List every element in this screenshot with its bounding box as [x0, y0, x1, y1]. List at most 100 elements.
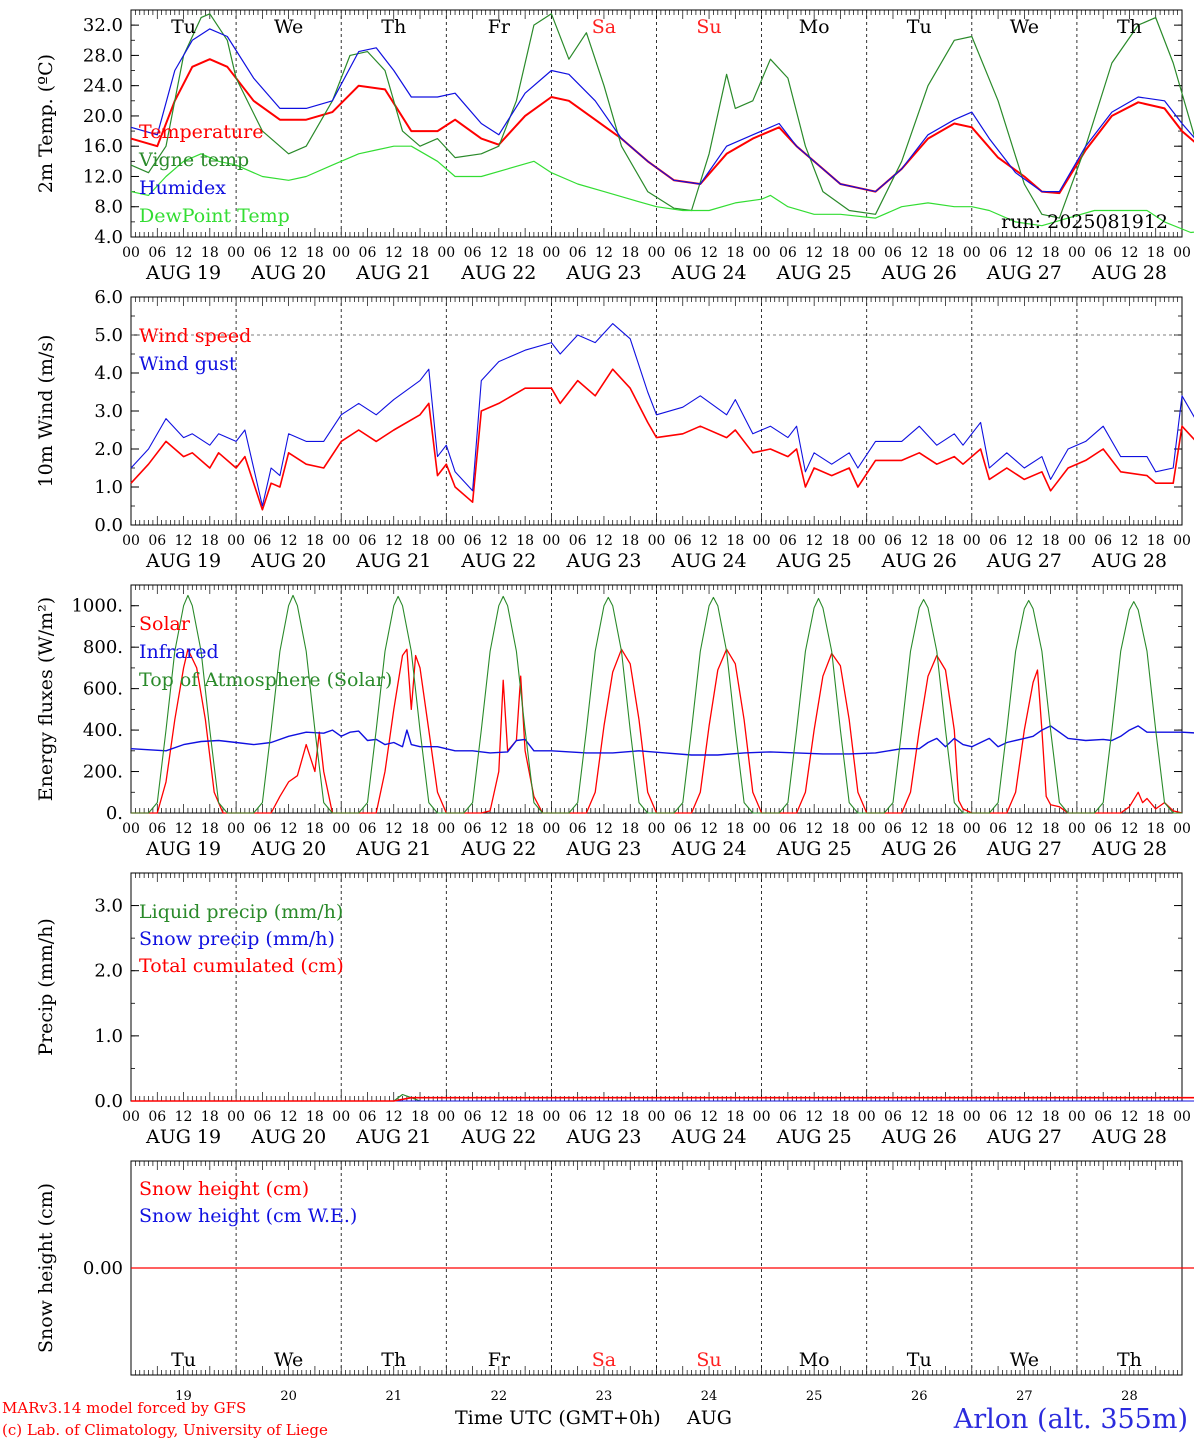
hour-tick-label: 06 [989, 245, 1007, 261]
hour-tick-label: 12 [1121, 821, 1139, 837]
date-label: AUG 21 [355, 262, 431, 284]
hour-tick-label: 06 [884, 245, 902, 261]
weekday-label: Th [381, 16, 406, 38]
hour-tick-label: 18 [621, 533, 639, 549]
date-label: AUG 28 [1091, 550, 1167, 572]
hour-tick-label: 00 [1173, 533, 1191, 549]
weekday-label: Sa [592, 1349, 616, 1371]
date-label: AUG 26 [881, 838, 957, 860]
hour-tick-label: 12 [595, 533, 613, 549]
day-number-label: 27 [1016, 1389, 1033, 1404]
weekday-label: Th [1117, 16, 1142, 38]
hour-tick-label: 12 [175, 533, 193, 549]
y-tick-label: 8.0 [94, 197, 123, 218]
date-label: AUG 27 [986, 262, 1062, 284]
hour-tick-label: 06 [148, 1109, 166, 1125]
y-tick-label: 3.0 [94, 896, 123, 917]
hour-tick-label: 18 [516, 1109, 534, 1125]
y-tick-label: 4.0 [94, 227, 123, 248]
date-label: AUG 26 [881, 262, 957, 284]
x-axis-label: Time UTC (GMT+0h) [455, 1407, 661, 1429]
y-axis-label: Snow height (cm) [35, 1183, 57, 1353]
snow-height-panel: 0.00 Snow height (cm) Snow height (cm) Snow… [35, 1160, 1194, 1404]
y-axis-label: 2m Temp. (ºC) [35, 54, 57, 193]
hour-tick-label: 00 [122, 245, 140, 261]
hour-tick-label: 06 [674, 245, 692, 261]
hour-tick-label: 12 [805, 821, 823, 837]
y-tick-label: 28.0 [83, 45, 123, 66]
y-tick-label: 200. [83, 762, 123, 783]
y-tick-label: 0.00 [83, 1258, 123, 1279]
legend-entry: Snow height (cm) [139, 1178, 309, 1200]
date-label: AUG 21 [355, 1126, 431, 1148]
date-label: AUG 19 [145, 550, 221, 572]
series-line [130, 368, 1194, 511]
hour-tick-label: 06 [253, 1109, 271, 1125]
date-label: AUG 20 [250, 262, 326, 284]
date-label: AUG 25 [776, 262, 852, 284]
y-tick-label: 24.0 [83, 76, 123, 97]
hour-tick-label: 06 [148, 533, 166, 549]
legend-entry: DewPoint Temp [139, 205, 290, 227]
hour-tick-label: 00 [437, 1109, 455, 1125]
date-label: AUG 24 [670, 838, 746, 860]
day-number-label: 24 [701, 1389, 718, 1404]
date-label: AUG 20 [250, 1126, 326, 1148]
hour-tick-label: 00 [332, 1109, 350, 1125]
date-label: AUG 26 [881, 550, 957, 572]
hour-tick-label: 12 [1121, 1109, 1139, 1125]
hour-tick-label: 06 [779, 821, 797, 837]
hour-tick-label: 12 [595, 1109, 613, 1125]
hour-tick-label: 00 [858, 1109, 876, 1125]
hour-tick-label: 06 [1094, 533, 1112, 549]
weekday-label: We [274, 16, 303, 38]
hour-tick-label: 12 [805, 1109, 823, 1125]
weekday-label: Mo [799, 1349, 830, 1371]
hour-tick-label: 06 [464, 533, 482, 549]
hour-tick-label: 06 [464, 245, 482, 261]
hour-tick-label: 18 [201, 245, 219, 261]
hour-tick-label: 18 [411, 821, 429, 837]
y-tick-label: 20.0 [83, 106, 123, 127]
date-label: AUG 23 [565, 838, 641, 860]
hour-tick-label: 18 [832, 533, 850, 549]
hour-tick-label: 00 [122, 821, 140, 837]
hour-tick-label: 00 [648, 1109, 666, 1125]
hour-tick-label: 00 [753, 533, 771, 549]
hour-tick-label: 12 [280, 245, 298, 261]
hour-tick-label: 12 [910, 245, 928, 261]
hour-tick-label: 00 [858, 533, 876, 549]
hour-tick-label: 00 [963, 245, 981, 261]
hour-tick-label: 12 [385, 1109, 403, 1125]
lab-credit: (c) Lab. of Climatology, University of L… [2, 1421, 328, 1439]
y-tick-label: 600. [83, 679, 123, 700]
day-number-label: 25 [806, 1389, 823, 1404]
hour-tick-label: 00 [858, 821, 876, 837]
hour-tick-label: 00 [437, 533, 455, 549]
legend-entry: Infrared [139, 641, 219, 663]
hour-tick-label: 18 [201, 1109, 219, 1125]
hour-tick-label: 18 [516, 533, 534, 549]
date-label: AUG 27 [986, 550, 1062, 572]
hour-tick-label: 18 [516, 821, 534, 837]
hour-tick-label: 18 [621, 821, 639, 837]
y-tick-label: 16.0 [83, 136, 123, 157]
hour-tick-label: 18 [1147, 533, 1165, 549]
hour-tick-label: 00 [1068, 1109, 1086, 1125]
hour-tick-label: 18 [1042, 245, 1060, 261]
hour-tick-label: 12 [490, 533, 508, 549]
hour-tick-label: 06 [253, 533, 271, 549]
hour-tick-label: 00 [437, 821, 455, 837]
series-line [131, 594, 1182, 814]
hour-tick-label: 12 [490, 821, 508, 837]
hour-tick-label: 00 [648, 821, 666, 837]
hour-tick-label: 06 [464, 1109, 482, 1125]
y-tick-label: 0.0 [94, 1091, 123, 1112]
y-tick-label: 800. [83, 637, 123, 658]
hour-tick-label: 00 [227, 821, 245, 837]
hour-tick-label: 18 [1042, 821, 1060, 837]
date-label: AUG 23 [565, 1126, 641, 1148]
weekday-label: Mo [799, 16, 830, 38]
hour-tick-label: 00 [648, 533, 666, 549]
hour-tick-label: 00 [858, 245, 876, 261]
